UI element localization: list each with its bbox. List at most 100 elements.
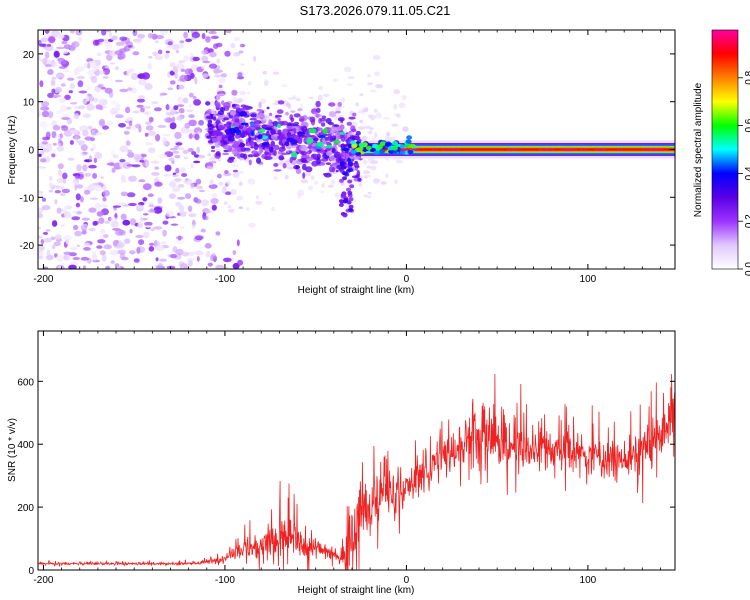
spectral-blob <box>255 200 263 205</box>
spectral-blob <box>97 38 105 43</box>
spectral-blob <box>130 72 139 81</box>
colorbar-tick-label: 0.2 <box>744 214 750 228</box>
spectral-blob <box>40 239 45 245</box>
spectral-blob <box>228 208 235 213</box>
spectral-blob <box>67 157 75 161</box>
spectral-blob <box>370 114 375 121</box>
spectral-blob <box>69 83 76 89</box>
spectral-blob <box>288 150 293 154</box>
spectral-blob <box>339 168 345 173</box>
spectral-blob <box>190 37 196 40</box>
spectral-blob <box>194 133 200 141</box>
spectral-blob <box>56 33 65 39</box>
spectral-blob <box>127 202 137 207</box>
spectral-blob <box>330 179 336 185</box>
spectral-blob <box>367 130 373 135</box>
spectral-blob <box>104 220 111 224</box>
spectral-blob <box>129 250 136 255</box>
spectral-blob <box>325 141 331 145</box>
spectral-blob <box>232 250 237 256</box>
spectral-blob <box>579 148 588 151</box>
spectral-blob <box>165 104 170 111</box>
spectral-blob <box>277 129 282 135</box>
spectral-blob <box>208 30 217 35</box>
spectral-blob <box>325 117 332 124</box>
spectral-blob <box>69 129 79 134</box>
spectral-blob <box>278 146 286 152</box>
spectral-blob <box>240 104 247 108</box>
spectral-blob <box>50 149 57 154</box>
spectral-blob <box>45 131 51 139</box>
spectral-blob <box>144 132 149 137</box>
spectral-blob <box>218 78 226 83</box>
spectral-blob <box>247 81 252 86</box>
spectral-blob <box>80 144 88 152</box>
spectral-blob <box>506 148 515 151</box>
spectral-blob <box>232 97 238 102</box>
spectral-blob <box>366 165 371 169</box>
spectral-blob <box>333 153 341 159</box>
spectral-blob <box>114 66 120 71</box>
spectral-blob <box>278 134 286 140</box>
spectral-blob <box>514 148 522 151</box>
spectral-blob <box>399 144 406 149</box>
spectral-blob <box>72 210 78 214</box>
spectral-blob <box>64 205 73 210</box>
spectral-blob <box>225 30 232 34</box>
spectral-blob <box>240 122 249 126</box>
spectral-blob <box>354 160 358 164</box>
spectral-blob <box>38 235 43 239</box>
spectral-blob <box>369 127 374 131</box>
spectral-blob <box>101 30 107 36</box>
spectral-blob <box>202 60 211 64</box>
spectral-blob <box>182 97 189 104</box>
spectral-blob <box>248 222 256 228</box>
spectral-blob <box>234 133 241 139</box>
spectral-blob <box>162 133 171 137</box>
spectral-blob <box>256 157 261 164</box>
chart-title: S173.2026.079.11.05.C21 <box>300 3 451 18</box>
spectral-blob <box>180 68 185 73</box>
spectral-blob <box>69 261 78 266</box>
snr-y-axis-label: SNR (10 * v/v) <box>7 418 18 482</box>
spectral-blob <box>188 104 192 108</box>
spectral-blob <box>441 148 452 151</box>
spectral-blob <box>183 156 188 160</box>
spectral-blob <box>77 174 84 180</box>
spectral-blob <box>206 166 212 169</box>
spectral-blob <box>67 77 75 81</box>
spectral-blob <box>169 62 176 68</box>
spectral-blob <box>398 102 406 109</box>
spectral-blob <box>178 184 185 188</box>
spectral-blob <box>310 175 315 181</box>
spectral-blob <box>250 146 254 149</box>
spectral-blob <box>90 148 94 152</box>
spectral-blob <box>102 190 110 197</box>
spectral-blob <box>115 114 124 119</box>
spectral-blob <box>239 143 246 148</box>
spectral-blob <box>339 152 347 158</box>
spectral-blob <box>38 153 42 157</box>
spectral-blob <box>188 133 193 140</box>
spectral-blob <box>154 40 159 43</box>
spectral-blob <box>233 141 239 148</box>
spectral-blob <box>154 166 160 170</box>
spectral-blob <box>99 98 108 106</box>
spectral-blob <box>82 151 88 155</box>
spectral-blob <box>120 213 127 221</box>
spectral-blob <box>316 142 324 147</box>
x-tick-label: -200 <box>33 274 53 285</box>
spectral-blob <box>59 133 63 139</box>
spectral-blob <box>141 72 150 80</box>
spectral-blob <box>89 197 99 200</box>
spectral-blob <box>61 117 71 120</box>
spectral-blob <box>201 49 208 55</box>
spectral-blob <box>87 125 93 130</box>
spectral-blob <box>367 195 372 199</box>
spectral-blob <box>295 165 300 170</box>
spectral-blob <box>410 148 421 151</box>
spectral-blob <box>286 102 290 108</box>
spectral-blob <box>264 127 273 131</box>
spectral-blob <box>207 262 213 267</box>
spectral-blob <box>340 182 345 186</box>
